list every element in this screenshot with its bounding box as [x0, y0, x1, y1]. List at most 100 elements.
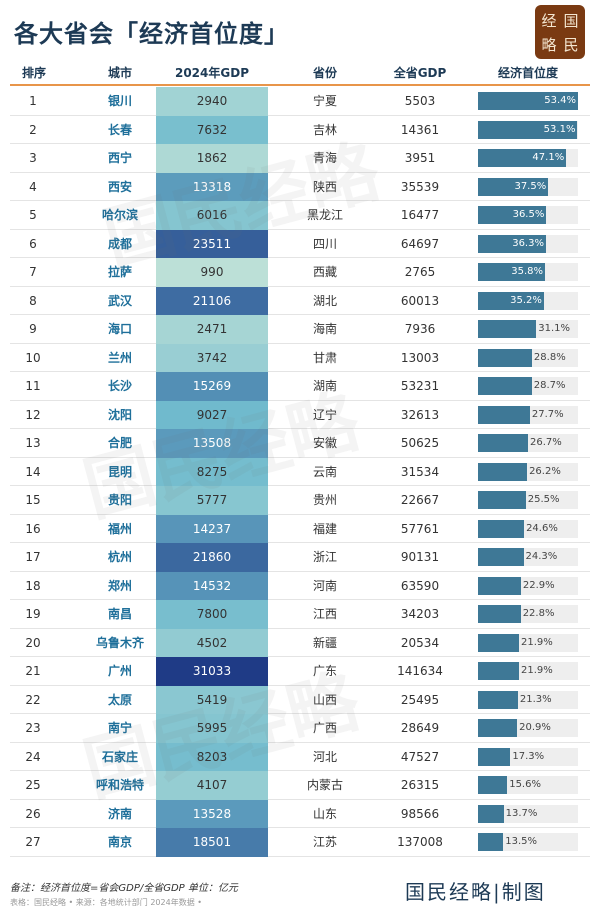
table-row: 27 南京 18501 江苏 137008 13.5%	[10, 828, 590, 857]
rank-cell: 24	[25, 749, 41, 764]
table-row: 9 海口 2471 海南 7936 31.1%	[10, 315, 590, 344]
city-cell: 济南	[107, 806, 132, 821]
primacy-bar	[478, 462, 528, 481]
rank-cell: 19	[25, 607, 41, 621]
city-gdp-cell: 2940	[156, 87, 268, 116]
province-cell: 山西	[312, 692, 337, 707]
primacy-bar-track: 15.6%	[478, 776, 578, 794]
rank-cell: 23	[25, 721, 41, 735]
province-cell: 河北	[312, 749, 337, 764]
city-gdp-cell: 990	[156, 258, 268, 287]
city-cell: 海口	[107, 322, 132, 336]
province-gdp-cell: 34203	[400, 607, 440, 621]
primacy-bar	[478, 719, 518, 737]
province-gdp-cell: 2765	[404, 265, 436, 279]
rank-cell: 21	[25, 664, 41, 678]
city-gdp-cell: 14532	[156, 571, 268, 600]
primacy-bar	[478, 519, 525, 538]
rank-cell: 5	[29, 208, 37, 222]
province-gdp-cell: 13003	[400, 350, 440, 365]
primacy-bar	[478, 92, 578, 110]
primacy-label: 21.9%	[521, 665, 553, 676]
logo-char: 民	[563, 35, 579, 54]
city-cell: 银川	[107, 94, 132, 108]
primacy-label: 21.3%	[519, 693, 552, 705]
rank-cell: 10	[25, 350, 41, 365]
primacy-bar-track: 26.7%	[478, 434, 578, 452]
rank-cell: 14	[25, 464, 41, 479]
primacy-bar-track: 17.3%	[478, 747, 578, 766]
primacy-label: 37.5%	[514, 180, 547, 192]
province-cell: 浙江	[312, 550, 337, 564]
province-cell: 贵州	[312, 493, 337, 507]
rank-cell: 22	[25, 692, 41, 707]
primacy-bar	[478, 747, 511, 766]
primacy-bar-track: 37.5%	[478, 177, 578, 196]
province-cell: 云南	[312, 464, 337, 479]
primacy-bar	[478, 804, 504, 823]
rank-cell: 20	[25, 635, 41, 650]
primacy-label: 25.5%	[527, 494, 560, 505]
province-cell: 甘肃	[312, 350, 337, 365]
province-gdp-cell: 25495	[400, 692, 440, 707]
province-gdp-cell: 98566	[400, 806, 440, 821]
primacy-bar	[478, 491, 526, 509]
city-cell: 沈阳	[107, 407, 132, 422]
table-row: 10 兰州 3742 甘肃 13003 28.8%	[10, 343, 590, 372]
rank-cell: 26	[25, 806, 41, 821]
table-row: 7 拉萨 990 西藏 2765 35.8%	[10, 258, 590, 287]
city-gdp-cell: 4502	[156, 628, 268, 657]
table-row: 1 银川 2940 宁夏 5503 53.4%	[10, 87, 590, 116]
primacy-label: 53.1%	[543, 123, 576, 135]
table-row: 22 太原 5419 山西 25495 21.3%	[10, 685, 590, 714]
primacy-bar-track: 24.6%	[478, 519, 578, 538]
city-gdp-cell: 18501	[156, 828, 268, 857]
province-cell: 江苏	[312, 835, 337, 849]
province-gdp-cell: 5503	[404, 94, 436, 108]
header-province: 省份	[312, 66, 337, 80]
header-province-gdp: 全省GDP	[393, 66, 447, 80]
primacy-bar	[478, 576, 521, 595]
city-cell: 兰州	[107, 350, 132, 365]
rank-cell: 2	[29, 122, 37, 137]
primacy-label: 28.7%	[533, 380, 566, 391]
primacy-bar	[478, 405, 530, 424]
rank-cell: 3	[29, 151, 37, 165]
province-cell: 内蒙古	[306, 778, 343, 792]
city-gdp-cell: 3742	[156, 343, 268, 372]
primacy-bar	[478, 690, 518, 709]
table-row: 15 贵阳 5777 贵州 22667 25.5%	[10, 486, 590, 515]
header-primacy: 经济首位度	[497, 66, 558, 80]
primacy-bar-track: 28.7%	[478, 377, 578, 395]
city-cell: 福州	[107, 521, 132, 536]
province-cell: 江西	[312, 607, 337, 621]
table-row: 4 西安 13318 陕西 35539 37.5%	[10, 172, 590, 201]
brand-signature: 国民经略|制图	[405, 880, 546, 904]
city-gdp-cell: 15269	[156, 372, 268, 401]
province-cell: 陕西	[312, 179, 337, 194]
province-cell: 广东	[312, 664, 337, 678]
table-row: 16 福州 14237 福建 57761 24.6%	[10, 514, 590, 543]
province-cell: 广西	[312, 721, 337, 735]
rank-cell: 11	[25, 379, 41, 393]
province-cell: 山东	[312, 806, 337, 821]
city-gdp-cell: 14237	[156, 514, 268, 543]
city-gdp-cell: 1862	[156, 144, 268, 173]
page-title: 各大省会「经济首位度」	[14, 20, 289, 48]
rank-cell: 12	[25, 407, 41, 422]
province-cell: 安徽	[312, 436, 337, 450]
city-gdp-cell: 7800	[156, 600, 268, 629]
city-cell: 合肥	[107, 436, 132, 450]
city-cell: 太原	[107, 692, 132, 707]
city-gdp-cell: 2471	[156, 315, 268, 344]
province-gdp-cell: 16477	[400, 208, 440, 222]
primacy-label: 31.1%	[538, 323, 571, 334]
primacy-label: 21.9%	[521, 636, 553, 648]
logo-char: 国	[563, 11, 579, 30]
primacy-label: 26.7%	[530, 437, 562, 448]
province-gdp-cell: 22667	[400, 493, 440, 507]
province-gdp-cell: 60013	[400, 293, 440, 308]
rank-cell: 16	[25, 521, 41, 536]
city-cell: 南昌	[107, 607, 132, 621]
